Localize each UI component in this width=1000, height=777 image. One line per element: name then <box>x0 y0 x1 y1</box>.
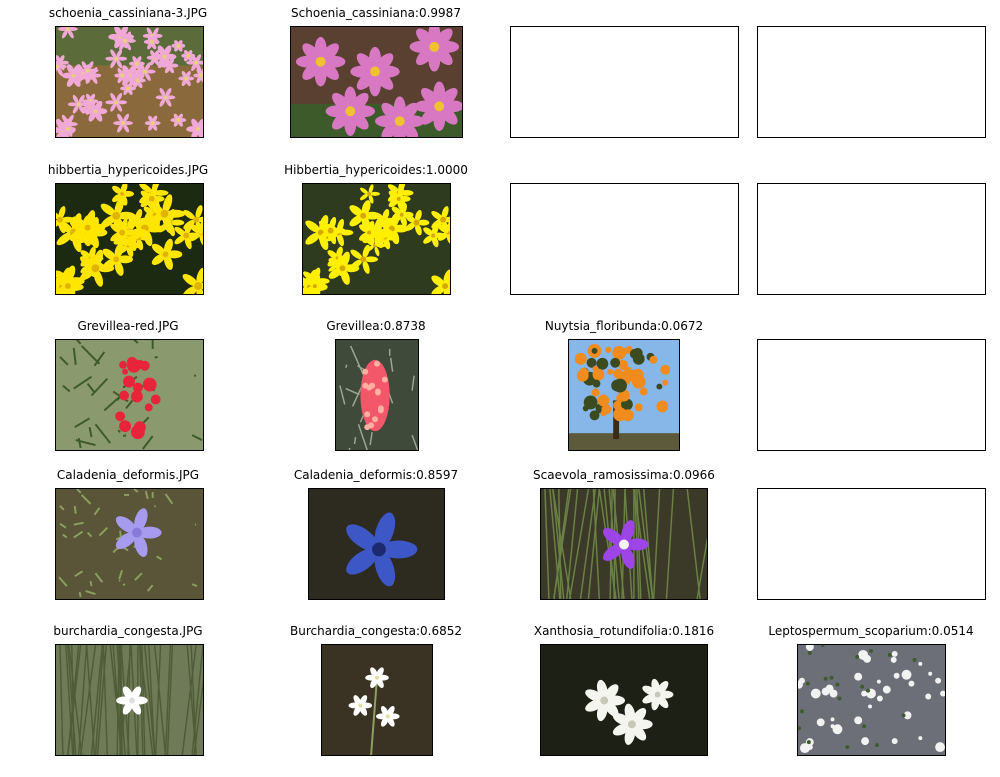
query-caption: Caladenia_deformis.JPG <box>57 468 199 482</box>
match-image <box>540 644 708 756</box>
match-image <box>540 488 708 600</box>
query-image <box>55 183 204 295</box>
match-caption: Burchardia_congesta:0.6852 <box>290 624 462 638</box>
match-image <box>335 339 419 451</box>
match-image <box>290 26 463 138</box>
match-image <box>797 644 946 756</box>
match-caption: Hibbertia_hypericoides:1.0000 <box>284 163 468 177</box>
match-image <box>308 488 445 600</box>
match-caption: Caladenia_deformis:0.8597 <box>294 468 458 482</box>
match-caption: Scaevola_ramosissima:0.0966 <box>533 468 715 482</box>
match-image <box>302 183 451 295</box>
match-caption: Grevillea:0.8738 <box>326 319 425 333</box>
query-image <box>55 26 204 138</box>
match-image <box>321 644 433 756</box>
empty-axes <box>757 488 986 600</box>
empty-axes <box>757 183 986 295</box>
empty-axes <box>757 339 986 451</box>
query-caption: hibbertia_hypericoides.JPG <box>48 163 208 177</box>
query-image <box>55 488 204 600</box>
query-caption: Grevillea-red.JPG <box>77 319 178 333</box>
match-caption: Nuytsia_floribunda:0.0672 <box>545 319 703 333</box>
query-caption: burchardia_congesta.JPG <box>53 624 202 638</box>
empty-axes <box>510 183 739 295</box>
query-image <box>55 644 204 756</box>
match-caption: Schoenia_cassiniana:0.9987 <box>291 6 461 20</box>
empty-axes <box>757 26 986 138</box>
match-caption: Xanthosia_rotundifolia:0.1816 <box>534 624 714 638</box>
match-image <box>568 339 680 451</box>
match-caption: Leptospermum_scoparium:0.0514 <box>768 624 973 638</box>
query-caption: schoenia_cassiniana-3.JPG <box>49 6 207 20</box>
query-image <box>55 339 204 451</box>
empty-axes <box>510 26 739 138</box>
